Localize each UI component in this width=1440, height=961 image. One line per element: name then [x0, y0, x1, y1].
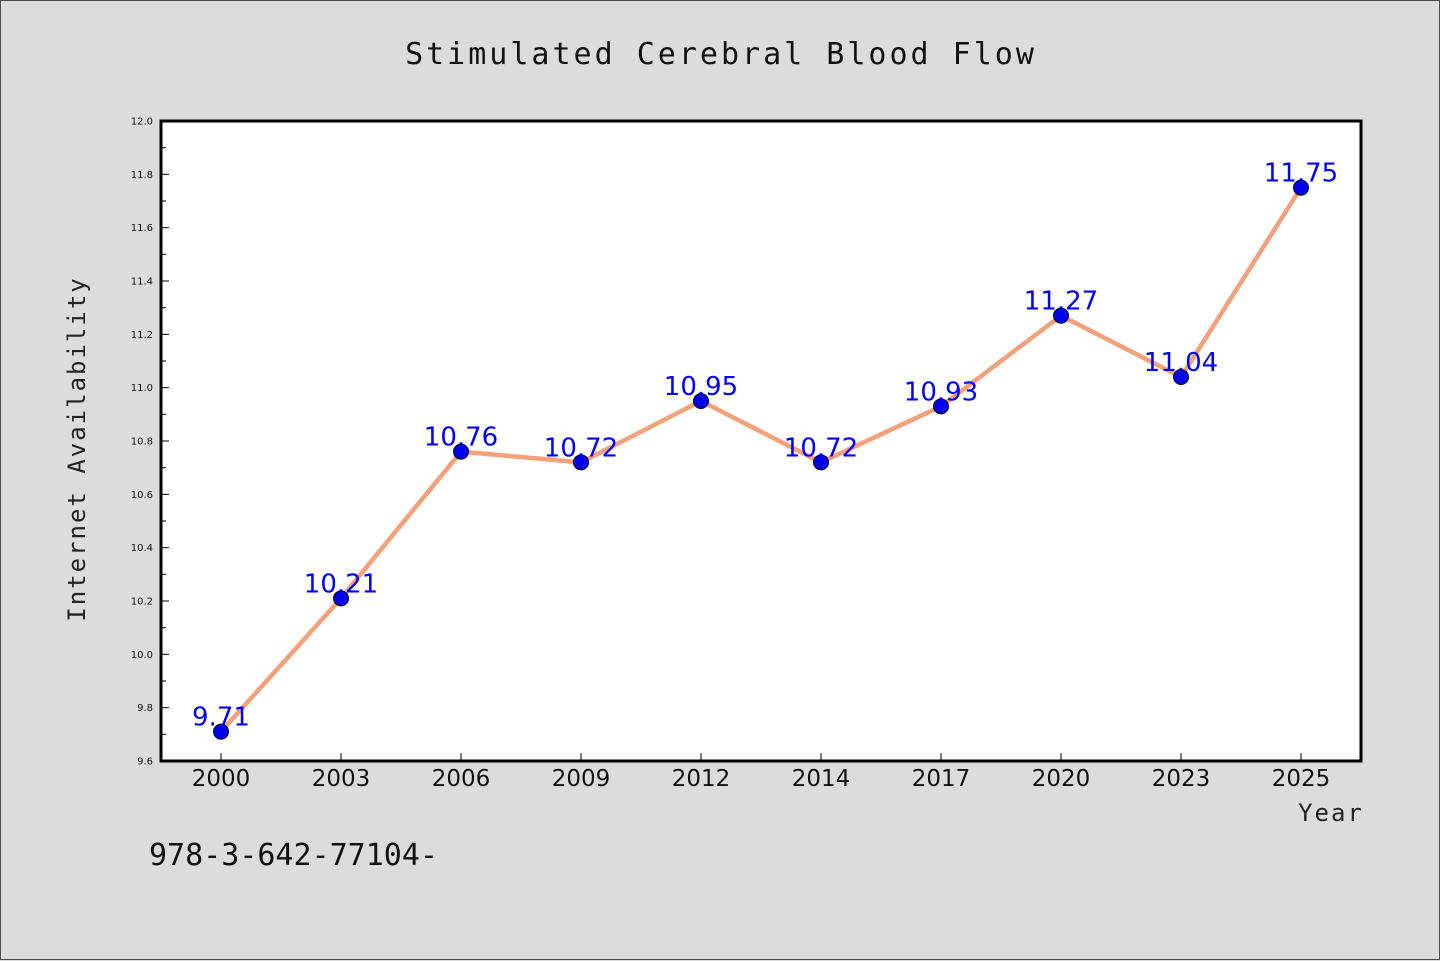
x-tick-label: 2017	[912, 766, 971, 792]
y-tick-label: 10.6	[131, 490, 153, 501]
data-label: 9.71	[192, 703, 250, 733]
series-layer	[213, 179, 1309, 740]
y-tick-label: 11.0	[131, 383, 153, 394]
data-label: 10.21	[304, 569, 378, 599]
y-tick-label: 9.8	[137, 703, 153, 714]
plot-area	[159, 119, 1363, 763]
y-tick-label: 11.8	[131, 170, 153, 181]
x-axis: 2000 2003 2006 2009 2012 2014 2017 2020 2023 2025	[192, 753, 1331, 792]
data-label: 11.75	[1264, 159, 1338, 189]
data-point-marker	[333, 590, 349, 607]
x-tick-label: 2006	[432, 766, 491, 792]
data-point-marker	[213, 723, 229, 740]
x-tick-label: 2009	[552, 766, 611, 792]
x-tick-label: 2012	[672, 766, 731, 792]
data-label: 10.72	[784, 433, 858, 463]
x-axis-label: Year	[1298, 799, 1364, 827]
y-tick-label: 10.4	[131, 543, 153, 554]
data-label-layer: 9.71 10.21 10.76 10.72 10.95 10.72 10.93 11.27 1…	[192, 159, 1338, 733]
data-label: 10.95	[664, 372, 738, 402]
x-tick-label: 2020	[1032, 766, 1091, 792]
data-label: 11.04	[1144, 348, 1218, 378]
x-tick-label: 2023	[1152, 766, 1211, 792]
data-label: 10.93	[904, 377, 978, 407]
y-axis: 9.6 9.8 10.0 10.2 10.4 10.6 10.8 11.0 11.2 11.4 11…	[131, 117, 169, 768]
x-tick-label: 2025	[1272, 766, 1331, 792]
data-point-marker	[453, 443, 469, 460]
y-tick-label: 11.4	[131, 277, 153, 288]
x-tick-label: 2003	[312, 766, 371, 792]
data-label: 10.76	[424, 423, 498, 453]
data-point-marker	[1173, 369, 1189, 385]
chart-title: Stimulated Cerebral Blood Flow	[405, 37, 1037, 72]
y-tick-label: 9.6	[137, 757, 153, 768]
data-point-marker	[693, 393, 709, 409]
y-tick-label: 10.8	[131, 437, 153, 448]
data-point-marker	[813, 454, 829, 471]
data-point-marker	[1293, 179, 1309, 196]
x-tick-label: 2000	[192, 766, 251, 792]
x-tick-label: 2014	[792, 766, 851, 792]
data-point-marker	[573, 454, 589, 471]
data-label: 10.72	[544, 433, 618, 463]
data-label: 11.27	[1024, 287, 1098, 317]
y-tick-label: 10.0	[131, 650, 153, 661]
y-axis-label: Internet Availability	[63, 276, 91, 621]
series-line	[218, 185, 1304, 734]
y-tick-label: 12.0	[131, 117, 153, 128]
data-point-marker	[933, 398, 949, 415]
data-point-marker	[1053, 307, 1069, 324]
y-tick-label: 11.6	[131, 223, 153, 234]
footnote-text: 978-3-642-77104-	[149, 838, 438, 873]
y-tick-label: 10.2	[131, 597, 153, 608]
y-tick-label: 11.2	[131, 330, 153, 341]
